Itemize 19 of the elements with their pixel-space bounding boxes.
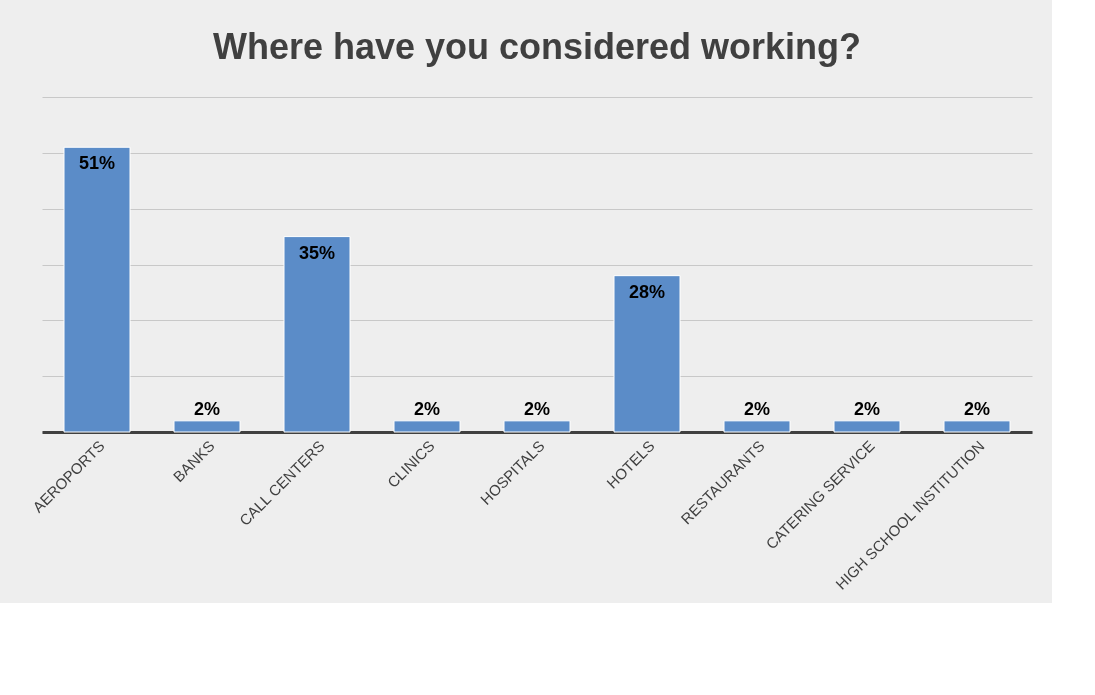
bar — [833, 420, 901, 433]
bar — [173, 420, 241, 433]
data-label: 2% — [743, 398, 771, 419]
bar — [283, 236, 351, 433]
chart-title: Where have you considered working? — [212, 26, 862, 67]
bar — [503, 420, 571, 433]
data-label: 35% — [298, 242, 336, 263]
bar — [63, 146, 131, 433]
data-label: 2% — [853, 398, 881, 419]
data-label: 51% — [78, 153, 116, 174]
data-label: 2% — [193, 398, 221, 419]
data-label: 2% — [413, 398, 441, 419]
bar — [723, 420, 791, 433]
bar — [943, 420, 1011, 433]
data-label: 2% — [963, 398, 991, 419]
data-label: 28% — [628, 281, 666, 302]
data-label: 2% — [523, 398, 551, 419]
bar — [613, 275, 681, 433]
bar — [393, 420, 461, 433]
